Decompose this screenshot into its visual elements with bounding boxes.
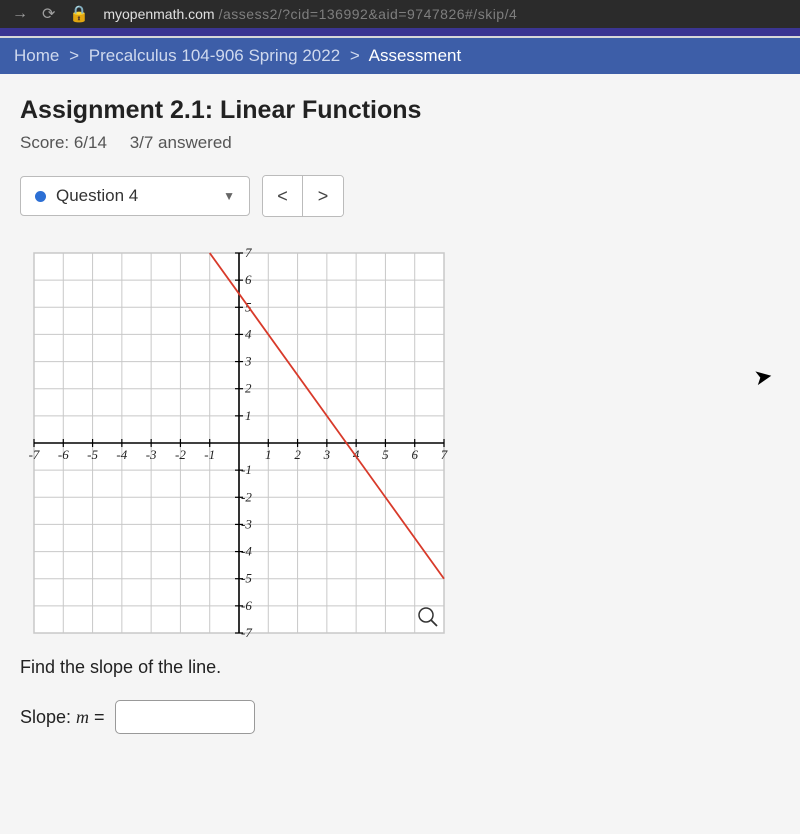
svg-text:1: 1 [245, 408, 252, 423]
url-bar[interactable]: myopenmath.com /assess2/?cid=136992&aid=… [103, 6, 517, 22]
svg-text:3: 3 [323, 447, 331, 462]
svg-text:7: 7 [245, 245, 252, 260]
cursor-icon: ➤ [751, 363, 774, 392]
question-prompt: Find the slope of the line. [20, 657, 780, 678]
next-question-button[interactable]: > [303, 176, 343, 216]
answer-label: Slope: m = [20, 707, 105, 728]
browser-chrome: → ⟳ 🔒 myopenmath.com /assess2/?cid=13699… [0, 0, 800, 28]
site-nav-strip [0, 28, 800, 38]
breadcrumb-current: Assessment [369, 46, 462, 65]
svg-text:2: 2 [245, 381, 252, 396]
url-host: myopenmath.com [103, 6, 214, 22]
breadcrumb: Home > Precalculus 104-906 Spring 2022 >… [0, 38, 800, 74]
prev-question-button[interactable]: < [263, 176, 303, 216]
answered-count: 3/7 answered [130, 133, 232, 152]
page-body: Assignment 2.1: Linear Functions Score: … [0, 74, 800, 834]
svg-text:-7: -7 [241, 625, 252, 640]
question-dropdown[interactable]: Question 4 ▼ [20, 176, 250, 216]
breadcrumb-home[interactable]: Home [14, 46, 59, 65]
svg-text:-4: -4 [116, 447, 127, 462]
svg-text:6: 6 [245, 272, 252, 287]
svg-text:-2: -2 [241, 489, 252, 504]
slope-input[interactable] [115, 700, 255, 734]
svg-text:-4: -4 [241, 544, 252, 559]
breadcrumb-course[interactable]: Precalculus 104-906 Spring 2022 [89, 46, 340, 65]
reload-icon[interactable]: ⟳ [42, 4, 55, 24]
forward-icon[interactable]: → [12, 5, 28, 23]
svg-text:7: 7 [441, 447, 448, 462]
score-line: Score: 6/14 3/7 answered [20, 133, 780, 153]
lock-icon: 🔒 [69, 4, 89, 24]
question-selector-bar: Question 4 ▼ < > [20, 175, 780, 217]
assignment-title: Assignment 2.1: Linear Functions [20, 96, 780, 125]
svg-text:-7: -7 [29, 447, 40, 462]
graph-svg: -7-6-5-4-3-2-11234567-7-6-5-4-3-2-112345… [24, 243, 454, 643]
svg-text:-1: -1 [241, 462, 252, 477]
score-value: Score: 6/14 [20, 133, 107, 152]
svg-text:-3: -3 [146, 447, 157, 462]
breadcrumb-sep: > [350, 46, 360, 65]
svg-text:-3: -3 [241, 516, 252, 531]
svg-text:-6: -6 [58, 447, 69, 462]
svg-text:4: 4 [245, 326, 252, 341]
svg-text:5: 5 [382, 447, 389, 462]
svg-text:3: 3 [244, 354, 252, 369]
answer-row: Slope: m = [20, 700, 780, 734]
svg-text:-1: -1 [204, 447, 215, 462]
chevron-down-icon: ▼ [223, 189, 235, 203]
breadcrumb-sep: > [69, 46, 79, 65]
svg-text:6: 6 [411, 447, 418, 462]
svg-text:1: 1 [265, 447, 272, 462]
svg-text:-2: -2 [175, 447, 186, 462]
status-dot-icon [35, 191, 46, 202]
question-label: Question 4 [56, 186, 213, 206]
svg-text:2: 2 [294, 447, 301, 462]
svg-text:-5: -5 [241, 571, 252, 586]
url-path: /assess2/?cid=136992&aid=9747826#/skip/4 [219, 6, 518, 22]
svg-text:-5: -5 [87, 447, 98, 462]
question-nav: < > [262, 175, 344, 217]
svg-text:-6: -6 [241, 598, 252, 613]
graph: -7-6-5-4-3-2-11234567-7-6-5-4-3-2-112345… [24, 243, 780, 643]
